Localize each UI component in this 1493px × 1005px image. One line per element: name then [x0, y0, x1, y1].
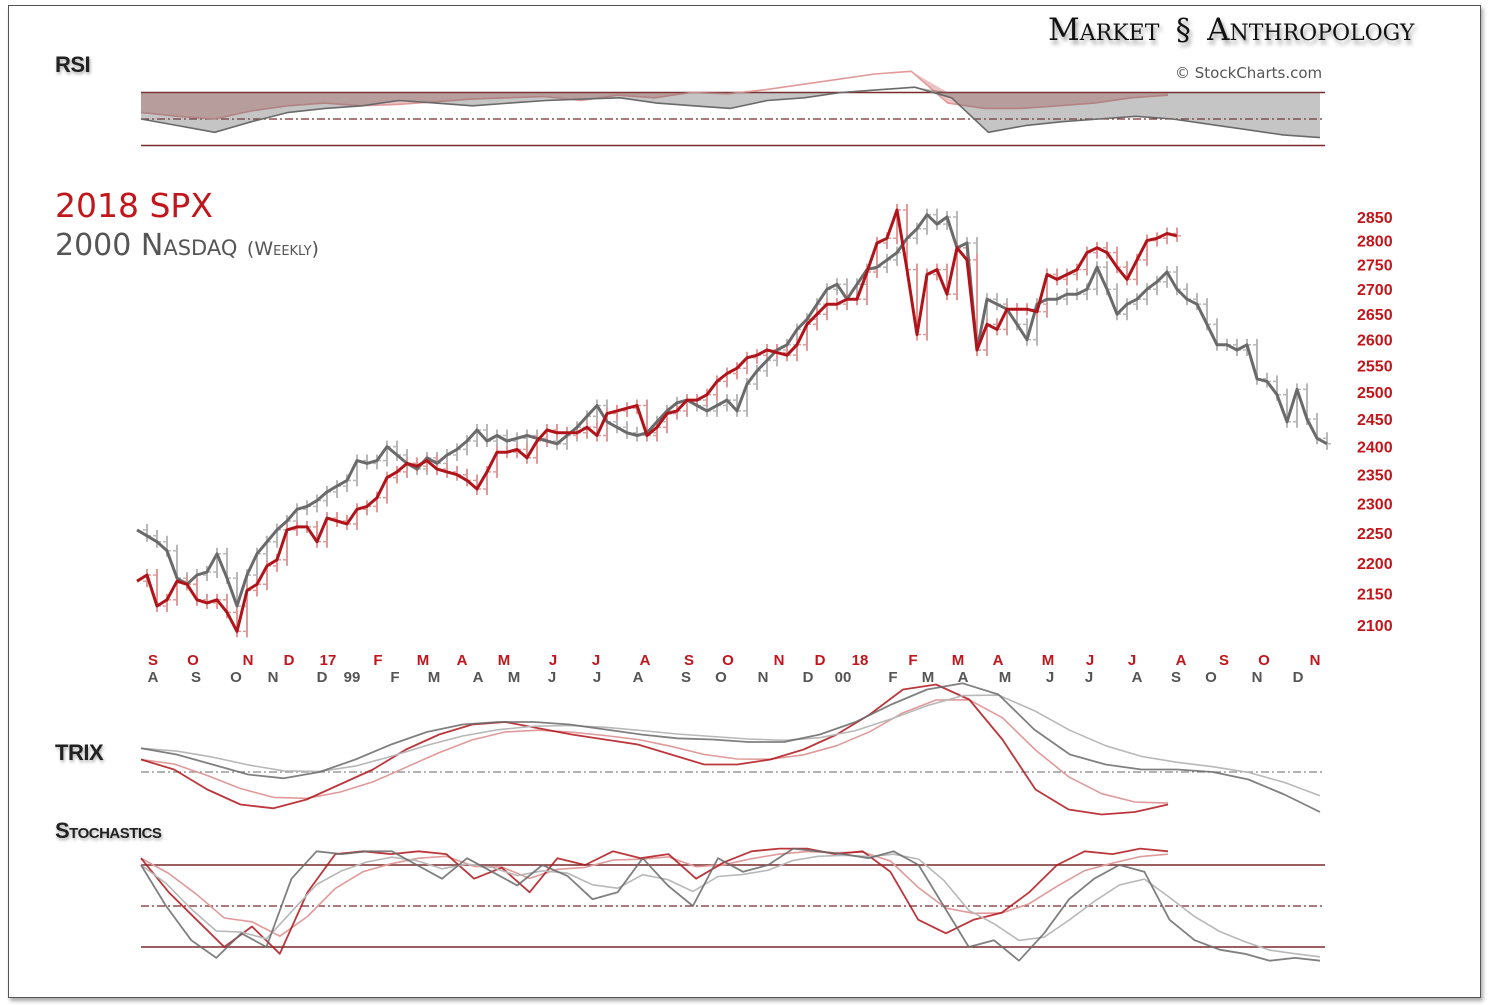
- x-tick-label-nasdaq: 99: [344, 669, 361, 686]
- rsi-overbought-fill: [141, 87, 1320, 138]
- stochastics-signal-line: [140, 853, 1321, 958]
- trix-signal-line: [140, 694, 1321, 797]
- x-tick-label-spx: S: [148, 652, 158, 669]
- x-tick-label-nasdaq: N: [758, 669, 769, 686]
- brand-name-left: Market: [1048, 12, 1160, 48]
- rsi-overbought-fill: [141, 71, 1168, 119]
- x-tick-label-nasdaq: O: [230, 669, 242, 686]
- y-tick-label: 2600: [1357, 333, 1393, 350]
- x-tick-label-spx: N: [1310, 652, 1321, 669]
- x-tick-label-nasdaq: O: [1205, 669, 1217, 686]
- y-tick-label: 2500: [1357, 385, 1393, 402]
- y-tick-label: 2300: [1357, 496, 1393, 513]
- stochastics-line: [140, 847, 1321, 962]
- title-nasdaq: 2000 Nasdaq (Weekly): [55, 228, 319, 263]
- x-tick-label-spx: F: [908, 652, 917, 669]
- x-tick-label-spx: N: [774, 652, 785, 669]
- x-tick-label-spx: J: [1128, 652, 1136, 669]
- y-tick-label: 2800: [1357, 234, 1393, 251]
- x-tick-label-nasdaq: N: [268, 669, 279, 686]
- x-tick-label-spx: A: [993, 652, 1004, 669]
- stochastics-line: [140, 847, 1169, 955]
- x-tick-label-spx: 18: [852, 652, 869, 669]
- x-tick-label-spx: J: [592, 652, 600, 669]
- x-tick-label-nasdaq: J: [1046, 669, 1054, 686]
- x-tick-label-spx: D: [284, 652, 295, 669]
- x-tick-label-spx: J: [1086, 652, 1094, 669]
- y-tick-label: 2250: [1357, 526, 1393, 543]
- x-tick-label-nasdaq: A: [633, 669, 644, 686]
- x-tick-label-spx: N: [243, 652, 254, 669]
- x-tick-label-spx: J: [549, 652, 557, 669]
- x-tick-label-nasdaq: D: [1293, 669, 1304, 686]
- rsi-line: [140, 86, 1321, 139]
- chart-frame: [8, 5, 1481, 998]
- y-tick-label: 2650: [1357, 307, 1393, 324]
- x-tick-label-spx: S: [684, 652, 694, 669]
- x-tick-label-spx: O: [722, 652, 734, 669]
- y-tick-label: 2700: [1357, 282, 1393, 299]
- x-tick-label-nasdaq: S: [191, 669, 201, 686]
- trix-line: [140, 682, 1321, 813]
- x-tick-label-spx: O: [1258, 652, 1270, 669]
- x-tick-label-spx: M: [417, 652, 430, 669]
- trix-line: [140, 683, 1169, 816]
- brand-name-right: Anthropology: [1207, 12, 1415, 48]
- x-tick-label-nasdaq: M: [999, 669, 1012, 686]
- x-tick-label-spx: M: [1042, 652, 1055, 669]
- x-tick-label-spx: F: [373, 652, 382, 669]
- credit-text: © StockCharts.com: [1175, 64, 1323, 82]
- x-tick-label-spx: A: [1176, 652, 1187, 669]
- trix-signal-line: [140, 699, 1169, 804]
- x-tick-label-nasdaq: M: [922, 669, 935, 686]
- x-tick-label-spx: O: [187, 652, 199, 669]
- x-tick-label-nasdaq: S: [681, 669, 691, 686]
- stoch-label: Stochastics: [55, 818, 162, 843]
- x-tick-label-nasdaq: J: [593, 669, 601, 686]
- y-tick-label: 2550: [1357, 359, 1393, 376]
- x-tick-label-nasdaq: M: [428, 669, 441, 686]
- x-tick-label-spx: A: [457, 652, 468, 669]
- dna-icon: §: [1175, 13, 1191, 48]
- y-tick-label: 2350: [1357, 468, 1393, 485]
- y-tick-label: 2100: [1357, 618, 1393, 635]
- x-tick-label-nasdaq: A: [148, 669, 159, 686]
- y-tick-label: 2450: [1357, 412, 1393, 429]
- x-tick-label-nasdaq: 00: [835, 669, 852, 686]
- title-spx: 2018 SPX: [55, 186, 213, 225]
- brand-logo: Market § Anthropology: [1048, 12, 1414, 48]
- x-tick-label-nasdaq: A: [473, 669, 484, 686]
- x-tick-label-spx: M: [952, 652, 965, 669]
- y-tick-label: 2850: [1357, 210, 1393, 227]
- x-tick-label-nasdaq: J: [548, 669, 556, 686]
- x-tick-label-nasdaq: D: [317, 669, 328, 686]
- trix-label: TRIX: [55, 740, 104, 765]
- x-tick-label-spx: 17: [320, 652, 337, 669]
- x-tick-label-spx: D: [815, 652, 826, 669]
- title-nasdaq-text: 2000 Nasdaq: [55, 228, 238, 263]
- x-tick-label-nasdaq: M: [508, 669, 521, 686]
- x-tick-label-nasdaq: N: [1252, 669, 1263, 686]
- rsi-line: [140, 70, 1169, 120]
- x-tick-label-nasdaq: J: [1085, 669, 1093, 686]
- title-nasdaq-note: (Weekly): [246, 238, 319, 260]
- x-tick-label-nasdaq: O: [715, 669, 727, 686]
- x-tick-label-nasdaq: D: [803, 669, 814, 686]
- spx-close-line: [136, 208, 1178, 633]
- rsi-label: RSI: [55, 52, 91, 77]
- y-tick-label: 2150: [1357, 587, 1393, 604]
- x-tick-label-nasdaq: F: [390, 669, 399, 686]
- x-tick-label-spx: M: [498, 652, 511, 669]
- x-tick-label-nasdaq: S: [1171, 669, 1181, 686]
- x-tick-label-nasdaq: A: [958, 669, 969, 686]
- x-tick-label-nasdaq: A: [1132, 669, 1143, 686]
- y-tick-label: 2200: [1357, 556, 1393, 573]
- y-tick-label: 2750: [1357, 258, 1393, 275]
- x-tick-label-spx: A: [640, 652, 651, 669]
- y-tick-label: 2400: [1357, 440, 1393, 457]
- x-tick-label-nasdaq: F: [888, 669, 897, 686]
- x-tick-label-spx: S: [1219, 652, 1229, 669]
- nasdaq-close-line: [136, 213, 1328, 608]
